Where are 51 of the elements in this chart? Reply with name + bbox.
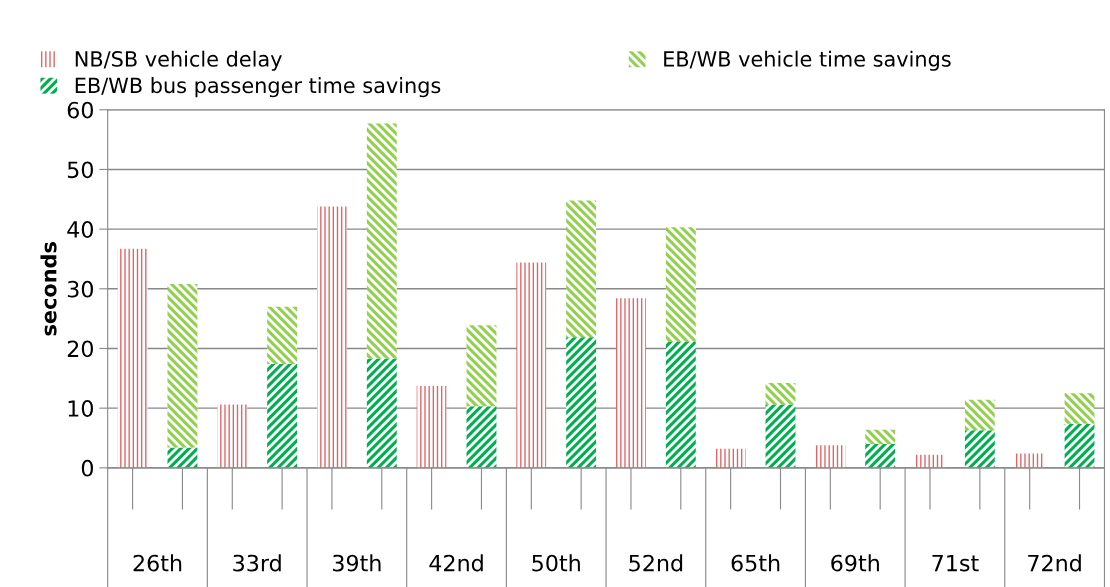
bar bbox=[366, 123, 397, 359]
bar bbox=[665, 227, 696, 342]
y-axis-title: seconds bbox=[40, 242, 57, 336]
bar bbox=[665, 341, 696, 468]
bar bbox=[765, 404, 796, 468]
bar bbox=[815, 445, 846, 468]
bar bbox=[715, 448, 746, 468]
text: 72nd bbox=[1028, 554, 1081, 572]
bar bbox=[1064, 393, 1095, 424]
bar bbox=[964, 430, 995, 468]
y-tick-label: 30 bbox=[67, 280, 93, 298]
text: 26th bbox=[133, 554, 182, 572]
bar bbox=[316, 206, 347, 468]
text: 33rd bbox=[233, 554, 281, 572]
legend-label: EB/WB bus passenger time savings bbox=[75, 77, 441, 98]
legend-label: NB/SB vehicle delay bbox=[75, 50, 282, 71]
legend-label: EB/WB vehicle time savings bbox=[664, 50, 951, 71]
y-tick-label: 50 bbox=[67, 161, 93, 179]
y-tick-label: 20 bbox=[67, 340, 93, 358]
bar bbox=[616, 298, 646, 468]
bar bbox=[167, 447, 198, 468]
bar bbox=[566, 337, 597, 468]
bar bbox=[964, 399, 995, 431]
bar bbox=[765, 383, 796, 405]
text: 50th bbox=[532, 554, 580, 572]
bar bbox=[267, 306, 298, 364]
bar bbox=[566, 200, 597, 338]
bar bbox=[117, 248, 148, 468]
y-tick-label: 40 bbox=[67, 221, 93, 238]
bar bbox=[466, 325, 497, 407]
y-tick-label: 60 bbox=[67, 101, 93, 119]
text: 69th bbox=[831, 554, 879, 572]
text: 39th bbox=[333, 554, 381, 572]
bar bbox=[516, 262, 547, 468]
text: 71st bbox=[932, 554, 979, 572]
bar bbox=[865, 443, 896, 468]
bar bbox=[466, 406, 497, 468]
text: 52nd bbox=[629, 554, 683, 572]
bar bbox=[865, 429, 896, 444]
text: 42nd bbox=[429, 554, 483, 572]
bar bbox=[1064, 423, 1095, 468]
bar bbox=[416, 386, 447, 468]
bar bbox=[915, 454, 945, 468]
bar bbox=[366, 358, 397, 468]
bar bbox=[167, 284, 198, 448]
bar bbox=[1014, 453, 1045, 468]
bar bbox=[217, 404, 248, 468]
text: 65th bbox=[731, 554, 780, 572]
y-tick-label: 0 bbox=[81, 459, 93, 477]
bar bbox=[267, 364, 298, 468]
y-tick-label: 10 bbox=[68, 400, 93, 417]
